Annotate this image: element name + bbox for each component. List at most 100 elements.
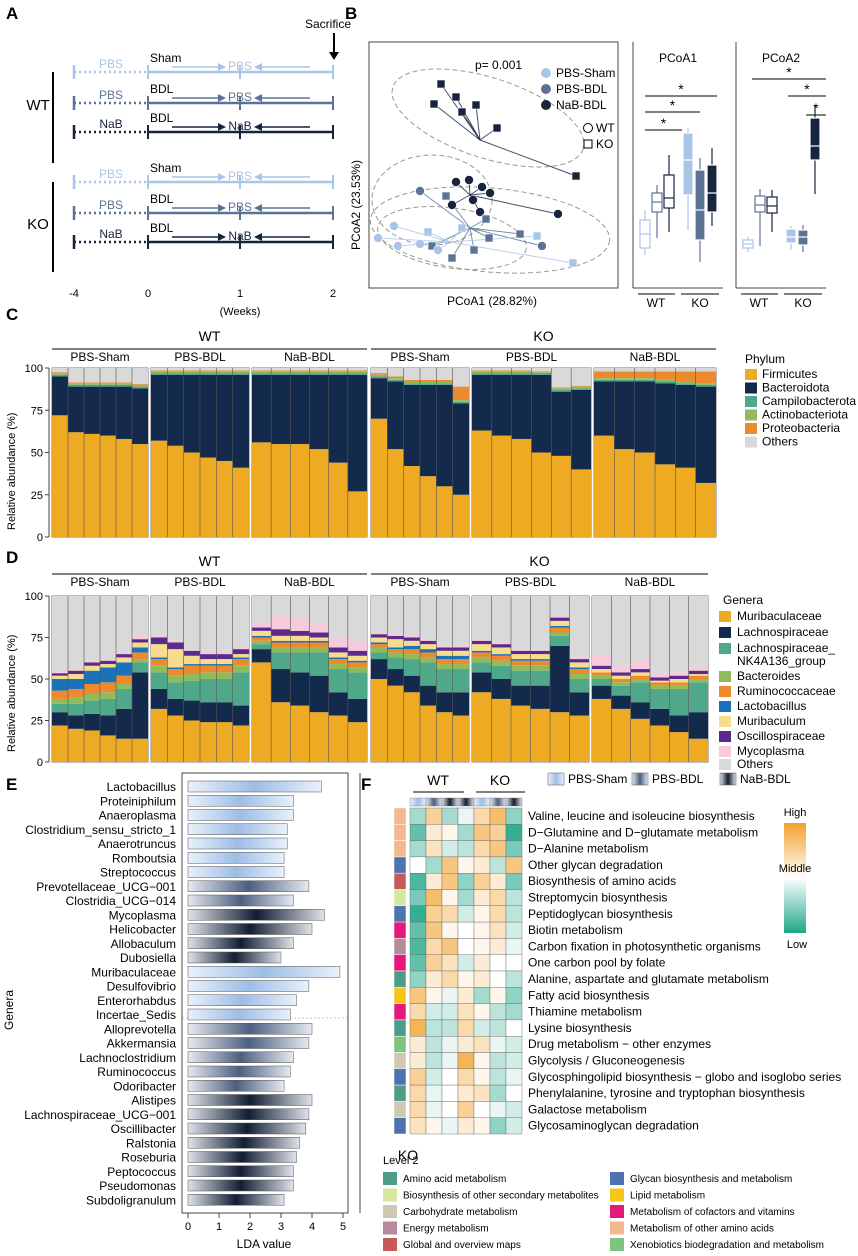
stacked-bar-segment [436, 383, 453, 385]
pretreatment-label: PBS [99, 57, 123, 71]
stacked-bar-segment [472, 639, 492, 641]
heatmap-cell [441, 856, 459, 874]
stacked-bar-segment [84, 713, 100, 731]
stacked-bar-segment [420, 383, 437, 385]
heatmap-cell [473, 970, 491, 988]
stacked-bar-segment [84, 433, 100, 537]
heatmap-cell [425, 1068, 443, 1086]
stacked-bar-segment [252, 644, 272, 650]
stacked-bar-segment [688, 682, 708, 713]
stacked-bar-segment [328, 596, 348, 638]
confidence-ellipse [377, 206, 527, 270]
stacked-bar-segment [695, 482, 716, 537]
pathway-label: Glycosphingolipid biosynthesis − globo a… [528, 1070, 841, 1084]
stacked-bar-segment [371, 374, 388, 377]
stacked-bar-segment [252, 596, 272, 623]
pretreatment-label: PBS [99, 198, 123, 212]
stacked-bar-segment [452, 368, 469, 387]
heatmap-cell [441, 1117, 459, 1135]
lda-bar [187, 951, 282, 964]
stacked-bar-segment [511, 374, 532, 439]
level2-legend-label: Metabolism of cofactors and vitamins [630, 1207, 795, 1218]
stacked-bar-segment [452, 403, 469, 495]
stacked-bar-segment [347, 655, 367, 661]
stacked-bar-segment [183, 655, 200, 665]
heatmap-cell [425, 954, 443, 972]
stacked-bar-segment [611, 695, 631, 709]
heatmap-cell [425, 873, 443, 890]
stacked-bar-segment [271, 669, 291, 703]
stacked-bar-segment [436, 664, 453, 670]
arrow-right-head [218, 204, 226, 212]
stacked-bar-segment [68, 703, 84, 716]
boxplot-box [754, 195, 766, 213]
genera-legend-label: Ruminococcaceae [737, 684, 836, 698]
lda-x-tick-label: 0 [185, 1221, 191, 1233]
stacked-bar-segment [52, 368, 68, 373]
stacked-bar-segment [216, 596, 233, 651]
stacked-bar-segment [452, 647, 469, 651]
heatmap-cell [409, 1035, 427, 1053]
treatment-label: PBS [228, 169, 252, 183]
stacked-bar-segment [655, 464, 676, 537]
heatmap-cell [489, 987, 507, 1004]
pcoa-point-ko [471, 100, 481, 110]
stacked-bar-segment [594, 378, 615, 380]
stacked-bar-segment [100, 664, 116, 668]
stacked-bar-segment [84, 384, 100, 387]
scale-low: Low [787, 939, 807, 951]
pcoa-point-ko [484, 233, 494, 243]
stacked-bar-segment [675, 467, 696, 537]
pathway-category-cell [393, 921, 407, 939]
lda-bar [187, 1165, 294, 1177]
stacked-bar-segment [347, 371, 367, 374]
stacked-bar-segment [151, 665, 168, 673]
stacked-bar-segment [472, 368, 492, 371]
stacked-bar-segment [167, 669, 184, 676]
stacked-bar-segment [132, 659, 148, 663]
stacked-bar-segment [371, 368, 388, 374]
stacked-bar-segment [52, 373, 68, 375]
genera-legend-swatch [719, 671, 731, 682]
group-legend-label: PBS-BDL [652, 772, 704, 786]
stacked-bar-segment [614, 381, 635, 450]
lda-bar [187, 980, 310, 992]
stacked-bar-segment [511, 649, 531, 651]
stacked-bar-segment [232, 725, 249, 762]
genera-legend-swatch [719, 731, 731, 742]
stacked-bar-segment [371, 647, 388, 653]
stacked-bar-segment [216, 368, 233, 371]
pcoa-point-wt [477, 182, 487, 192]
stacked-bar-segment [530, 670, 550, 686]
lda-bar [187, 880, 310, 892]
heatmap-cell [409, 873, 427, 890]
boxplot-label-ko: KO [691, 296, 708, 310]
legend-marker-wt [583, 123, 593, 133]
lda-bar [187, 1094, 313, 1106]
stacked-bar-segment [116, 683, 132, 689]
panel-letter-e: E [6, 775, 17, 794]
stacked-bar-segment [68, 368, 84, 383]
stacked-bar-segment [675, 381, 696, 384]
stacked-bar-segment [452, 715, 469, 762]
phylum-legend-swatch [745, 382, 757, 394]
stacked-bar-segment [183, 649, 200, 651]
stacked-bar-segment [100, 660, 116, 665]
arrow-right-head [218, 94, 226, 102]
stacked-bar-segment [403, 649, 420, 655]
heatmap-cell [441, 1052, 459, 1069]
heatmap-cell [441, 873, 459, 890]
stacked-bar-segment [167, 370, 184, 372]
stacked-bar-segment [328, 669, 348, 693]
pathway-category-cell [393, 970, 407, 988]
stacked-bar-segment [420, 644, 437, 650]
lda-bar [187, 837, 288, 850]
stacked-bar-segment [571, 368, 591, 386]
stacked-bar-segment [132, 652, 148, 660]
centroid-spoke [449, 241, 574, 264]
stacked-bar-segment [571, 385, 591, 387]
stacked-bar-segment [68, 670, 84, 675]
stacked-bar-segment [68, 728, 84, 762]
heatmap-cell [489, 905, 507, 923]
week-tick-2: 2 [330, 288, 336, 300]
